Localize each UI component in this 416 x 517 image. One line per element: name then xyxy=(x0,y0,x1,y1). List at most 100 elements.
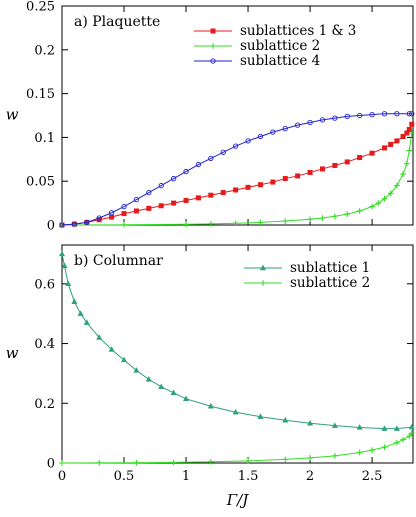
data-point xyxy=(133,196,140,203)
data-point xyxy=(282,125,288,132)
data-point xyxy=(170,389,177,396)
legend-label: sublattice 4 xyxy=(240,53,320,69)
data-point xyxy=(170,175,177,182)
data-point xyxy=(121,356,128,363)
legend-label: sublattice 1 xyxy=(290,260,370,276)
data-point xyxy=(332,453,338,459)
data-point xyxy=(83,319,90,325)
data-point xyxy=(96,334,103,340)
data-point xyxy=(332,115,338,121)
x-tick-label: 1.5 xyxy=(238,469,259,484)
data-point xyxy=(295,122,301,128)
panel-title: b) Columnar xyxy=(74,253,163,269)
y-tick-label: 0 xyxy=(47,457,55,472)
data-point xyxy=(406,127,412,133)
data-point xyxy=(295,173,301,179)
y-tick-label: 0.25 xyxy=(26,0,55,15)
data-point xyxy=(357,112,363,119)
data-point xyxy=(109,214,115,220)
data-point xyxy=(369,447,375,453)
data-point xyxy=(96,215,102,221)
data-point xyxy=(307,455,313,461)
data-point xyxy=(332,162,338,168)
data-point xyxy=(406,111,412,117)
data-point xyxy=(400,134,406,140)
data-point xyxy=(257,133,264,140)
data-point xyxy=(65,280,72,287)
data-point xyxy=(270,179,276,185)
data-point xyxy=(232,220,239,227)
x-tick-label: 2 xyxy=(306,469,314,484)
data-point xyxy=(282,416,289,423)
data-point xyxy=(356,449,363,456)
y-tick-label: 0.2 xyxy=(34,43,55,58)
data-point xyxy=(208,221,214,227)
data-point xyxy=(84,219,90,226)
data-point xyxy=(282,218,289,224)
data-point xyxy=(344,211,351,217)
y-axis-label: w xyxy=(6,344,19,362)
data-point xyxy=(77,310,84,316)
data-point xyxy=(220,149,226,155)
data-point xyxy=(369,150,375,156)
data-point xyxy=(133,459,140,466)
data-point xyxy=(356,208,363,214)
data-point xyxy=(183,168,189,175)
legend-label: sublattices 1 & 3 xyxy=(240,23,356,39)
plot-frame xyxy=(61,244,414,464)
data-point xyxy=(375,200,382,206)
data-point xyxy=(319,215,326,221)
data-point xyxy=(232,408,239,415)
data-point xyxy=(270,129,276,135)
legend-label: sublattice 2 xyxy=(240,38,320,54)
panel-columnar: 0 0.2 0.4 0.6 0 0.5 1 1.5 2 2.5 w Γ/J b) Columnar sub… xyxy=(6,244,415,509)
y-tick-label: 0.05 xyxy=(26,175,55,190)
legend-marker xyxy=(210,43,216,49)
y-tick-label: 0.1 xyxy=(34,131,55,146)
data-point xyxy=(158,383,165,390)
data-point xyxy=(195,195,201,201)
data-point xyxy=(381,111,388,117)
data-point xyxy=(257,182,263,188)
data-point xyxy=(356,424,363,430)
data-point xyxy=(282,176,288,182)
x-tick-label: 2.5 xyxy=(362,469,383,484)
y-tick-label: 0.4 xyxy=(34,337,55,352)
data-point xyxy=(133,208,139,214)
panel-plaquette: 0 0.05 0.1 0.15 0.2 0.25 w a) Plaquette sublatti… xyxy=(6,0,415,234)
data-point xyxy=(146,189,152,196)
data-point xyxy=(282,456,289,463)
y-tick-label: 0 xyxy=(47,219,55,234)
x-tick-label: 0 xyxy=(58,469,66,484)
data-point xyxy=(71,298,78,304)
data-point xyxy=(61,262,68,269)
y-tick-label: 0.15 xyxy=(26,87,55,102)
data-point xyxy=(170,459,177,466)
data-point xyxy=(195,161,202,168)
data-point xyxy=(307,119,313,126)
legend-marker xyxy=(210,58,216,64)
data-point xyxy=(357,155,363,161)
series-line xyxy=(61,432,413,464)
data-point xyxy=(171,200,177,206)
data-point xyxy=(208,155,214,162)
data-point xyxy=(121,203,127,210)
y-axis-label: w xyxy=(6,106,19,124)
data-point xyxy=(108,346,115,352)
data-point xyxy=(133,367,140,373)
y-tick-label: 0.2 xyxy=(34,397,55,412)
data-point xyxy=(408,430,415,436)
data-point xyxy=(393,425,400,431)
legend-marker xyxy=(260,280,266,286)
data-point xyxy=(207,402,214,409)
legend-marker xyxy=(210,28,216,34)
data-point xyxy=(381,425,388,431)
data-point xyxy=(121,211,127,217)
data-point xyxy=(388,141,394,147)
data-point xyxy=(208,192,214,198)
data-point xyxy=(369,203,375,210)
data-point xyxy=(331,422,338,428)
x-tick-label: 0.5 xyxy=(114,469,135,484)
data-point xyxy=(146,205,152,211)
data-point xyxy=(408,130,415,136)
